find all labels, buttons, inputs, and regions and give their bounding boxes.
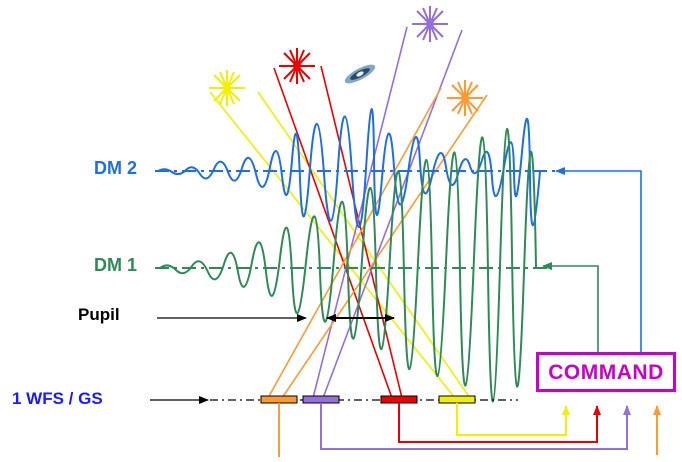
dm1-label: DM 1 <box>94 255 138 275</box>
red-star-icon <box>279 48 315 84</box>
pupil-label: Pupil <box>78 305 120 324</box>
orange-ray-right <box>281 94 488 399</box>
yellow-star-icon <box>209 70 245 106</box>
orange-star-icon <box>447 80 483 116</box>
wfs-label: 1 WFS / GS <box>12 389 103 408</box>
command-box: COMMAND <box>536 352 676 392</box>
red-signal-path <box>398 403 601 443</box>
orange-ray-left <box>267 87 442 399</box>
dm1-feedback-path <box>542 262 599 352</box>
yellow-wfs-sensor <box>438 395 476 404</box>
dm2-mirror <box>155 108 555 228</box>
dm2-label: DM 2 <box>94 158 138 178</box>
dm2-surface <box>157 108 541 228</box>
dm2-feedback-path <box>555 167 642 352</box>
purple-ray-left <box>312 26 408 399</box>
red-ray-left <box>273 67 393 399</box>
sensor-signal-paths <box>278 403 661 457</box>
command-label: COMMAND <box>548 361 664 384</box>
purple-star-icon <box>412 6 448 42</box>
dm1-surface <box>159 128 537 403</box>
dm1-mirror <box>155 128 548 403</box>
red-wfs-sensor <box>380 395 418 404</box>
yellow-signal-path <box>456 403 570 436</box>
galaxy-icon <box>344 64 376 84</box>
orange-wfs-sensor <box>260 395 298 404</box>
purple-signal-path <box>320 403 631 450</box>
yellow-ray-left <box>209 91 456 399</box>
purple-wfs-sensor <box>302 395 340 404</box>
